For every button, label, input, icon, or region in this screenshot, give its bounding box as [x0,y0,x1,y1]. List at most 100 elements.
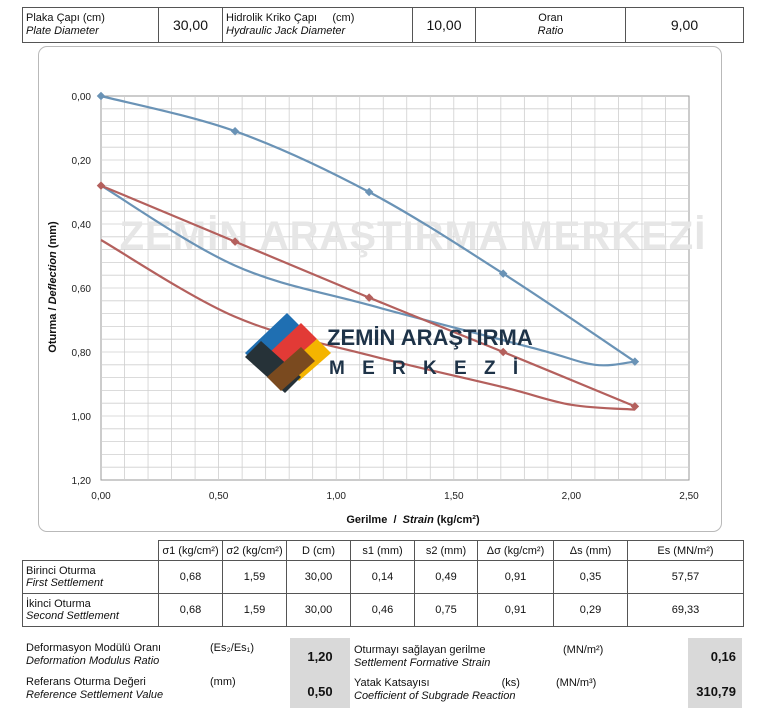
reference-settlement-en: Reference Settlement Value [26,689,164,701]
y-axis-title-en: Deflection [47,251,59,304]
series-second-unloading-line [100,239,635,411]
settlement-formative-strain-unit: (MN/m²) [563,644,604,656]
settlement-formative-strain-value: 0,16 [688,638,742,674]
cell-sigma1: 0,68 [158,560,223,594]
cell-sigma1: 0,68 [158,593,223,627]
x-axis-title-unit: (kg/cm²) [434,514,480,526]
deformation-modulus-ratio-tr: Deformasyon Modülü Oranı [26,642,162,654]
series-first-point [630,357,640,366]
chart-series [96,91,640,411]
plate-diameter-label: Plaka Çapı (cm) Plate Diameter [22,7,159,43]
jack-diameter-unit: (cm) [332,12,355,24]
series-second-point [230,237,240,246]
header-s2: s2 (mm) [414,540,478,561]
cell-delta-sigma: 0,91 [477,593,554,627]
logo-text-line2: M E R K E Z İ [329,358,524,379]
cell-s2: 0,75 [414,593,478,627]
subgrade-reaction-value: 310,79 [688,674,742,708]
y-tick-label: 0,20 [72,156,92,167]
x-tick-label: 2,50 [679,491,699,502]
reference-settlement-value: 0,50 [290,674,350,708]
x-tick-label: 0,00 [91,491,111,502]
jack-diameter-label-tr: Hidrolik Kriko Çapı [226,12,318,24]
plate-diameter-value: 30,00 [158,7,223,43]
subgrade-reaction-en: Coefficient of Subgrade Reaction [354,690,516,702]
series-second-point [498,347,508,357]
chart-grid [100,95,690,481]
jack-diameter-label: Hidrolik Kriko Çapı (cm) Hydraulic Jack … [222,7,413,43]
x-axis-title-sep: / [387,514,402,526]
axis-ticks: 0,00 0,50 1,00 1,50 2,00 2,50 0,00 0,20 0,40 0,60… [72,92,700,502]
cell-delta-s: 0,29 [553,593,628,627]
watermark-logo: ZEMİN ARAŞTIRMA M E R K E Z İ [245,313,533,393]
x-tick-label: 1,00 [326,491,346,502]
logo-mark [245,313,331,393]
cell-s1: 0,14 [350,560,415,594]
cell-es: 57,57 [627,560,744,594]
cell-sigma2: 1,59 [222,560,287,594]
plate-load-chart: ZEMİN ARAŞTIRMA MERKEZİ ZEMİN ARAŞTIRMA … [47,91,707,526]
settlement-formative-strain-tr: Oturmayı sağlayan gerilme [354,644,486,656]
x-axis-title-tr: Gerilme [346,514,387,526]
x-axis-title-en: Strain [403,514,434,526]
jack-diameter-label-en: Hydraulic Jack Diameter [226,25,346,37]
cell-delta-sigma: 0,91 [477,560,554,594]
header-delta-sigma: Δσ (kg/cm²) [477,540,554,561]
table-row: Birinci Oturma First Settlement 0,68 1,5… [22,560,744,594]
x-tick-label: 1,50 [444,491,464,502]
ratio-label-tr: Oran [538,12,563,24]
row-label-tr: İkinci Oturma [26,598,91,610]
header-sigma1: σ1 (kg/cm²) [158,540,223,561]
x-tick-label: 0,50 [209,491,229,502]
deformation-modulus-ratio-en: Deformation Modulus Ratio [26,655,160,667]
reference-settlement-unit: (mm) [210,676,236,688]
y-tick-label: 1,00 [72,412,92,423]
y-tick-label: 1,20 [72,476,92,487]
y-tick-label: 0,00 [72,92,92,103]
cell-s1: 0,46 [350,593,415,627]
deformation-modulus-ratio-unit: (Es₂/Es₁) [210,642,255,654]
y-axis-title-unit: (mm) [47,221,59,251]
subgrade-reaction-tr: Yatak Katsayısı [354,677,430,689]
cell-s2: 0,49 [414,560,478,594]
settlement-formative-strain-label: Oturmayı sağlayan gerilme Settlement For… [354,644,490,670]
header-delta-s: Δs (mm) [553,540,628,561]
row-label-tr: Birinci Oturma [26,565,96,577]
y-tick-label: 0,40 [72,220,92,231]
background-watermark: ZEMİN ARAŞTIRMA MERKEZİ [120,214,707,258]
x-axis-title: Gerilme / Strain (kg/cm²) [346,514,480,526]
ratio-label-en: Ratio [537,25,564,37]
x-tick-label: 2,00 [562,491,582,502]
cell-diameter: 30,00 [286,560,351,594]
cell-delta-s: 0,35 [553,560,628,594]
table-row: İkinci Oturma Second Settlement 0,68 1,5… [22,593,744,627]
plate-diameter-label-en: Plate Diameter [26,25,99,37]
cell-es: 69,33 [627,593,744,627]
series-first-point [498,269,508,278]
results-header-row: σ1 (kg/cm²) σ2 (kg/cm²) D (cm) s1 (mm) s… [22,540,744,561]
chart-frame: ZEMİN ARAŞTIRMA MERKEZİ ZEMİN ARAŞTIRMA … [38,46,722,532]
reference-settlement-label: Referans Oturma Değeri Reference Settlem… [26,676,163,702]
series-first-point [364,187,374,197]
parameters-row: Plaka Çapı (cm) Plate Diameter 30,00 Hid… [22,7,744,43]
ratio-value: 9,00 [625,7,744,43]
header-s1: s1 (mm) [350,540,415,561]
row-label-en: Second Settlement [26,610,119,622]
reference-settlement-tr: Referans Oturma Değeri [26,676,146,688]
y-axis-title-tr: Oturma [47,313,59,353]
header-es: Es (MN/m²) [627,540,744,561]
cell-diameter: 30,00 [286,593,351,627]
subgrade-reaction-label: Yatak Katsayısı (ks) Coefficient of Subgr… [354,677,520,703]
series-first-unloading-line [100,184,636,367]
header-diameter: D (cm) [286,540,351,561]
series-first-point [230,126,240,136]
deformation-modulus-ratio-value: 1,20 [290,638,350,674]
jack-diameter-value: 10,00 [412,7,476,43]
y-axis-title-sep: / [47,304,59,313]
series-second-point [364,293,374,302]
results-table: σ1 (kg/cm²) σ2 (kg/cm²) D (cm) s1 (mm) s… [22,540,744,627]
series-second-point [630,402,640,411]
y-tick-label: 0,60 [72,284,92,295]
y-tick-label: 0,80 [72,348,92,359]
header-sigma2: σ2 (kg/cm²) [222,540,287,561]
